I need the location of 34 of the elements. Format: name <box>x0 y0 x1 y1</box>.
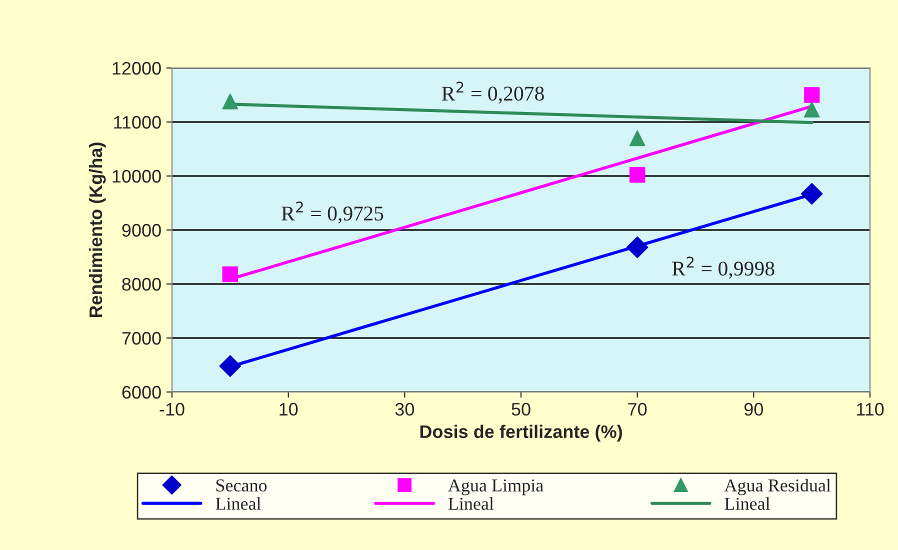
point <box>626 236 648 258</box>
x-tick-label: 90 <box>744 402 764 416</box>
y-tick-label: 12000 <box>112 62 161 75</box>
annotation: R$^{2}$ = 0,2078 <box>442 82 544 104</box>
y-tick-label: 10000 <box>112 170 161 183</box>
point <box>222 94 238 110</box>
point <box>804 87 820 103</box>
annotation: R$^{2}$ = 0,9725 <box>282 202 384 224</box>
point <box>629 130 646 146</box>
y-tick-label: 9000 <box>122 224 161 237</box>
x-tick-label: 30 <box>395 402 414 416</box>
legend-label: Lineal <box>724 497 770 510</box>
x-tick-label: 70 <box>628 402 647 416</box>
x-axis-title: Dosis de fertilizante (%) <box>420 424 622 442</box>
point <box>219 355 242 377</box>
x-tick-label: 50 <box>512 402 530 416</box>
y-tick-label: 8000 <box>122 278 161 291</box>
point <box>222 266 238 282</box>
x-tick-label: 110 <box>856 402 884 416</box>
legend-label: Agua Residual <box>724 478 831 496</box>
point <box>629 167 646 183</box>
x-tick-label: 10 <box>280 402 298 416</box>
point <box>804 102 820 118</box>
y-tick-label: 6000 <box>122 386 161 399</box>
legend-label: Lineal <box>448 497 494 510</box>
y-tick-label: 11000 <box>114 116 161 129</box>
point <box>800 182 823 205</box>
y-axis-title: Rendimiento (Kg/ha) <box>88 142 106 318</box>
x-tick-label: -10 <box>160 402 184 416</box>
legend-label: Lineal <box>216 497 261 510</box>
annotation: R$^{2}$ = 0,9998 <box>672 256 774 279</box>
y-tick-label: 7000 <box>122 332 161 345</box>
legend-label: Secano <box>216 479 267 492</box>
legend-label: Agua Limpia <box>448 479 544 496</box>
